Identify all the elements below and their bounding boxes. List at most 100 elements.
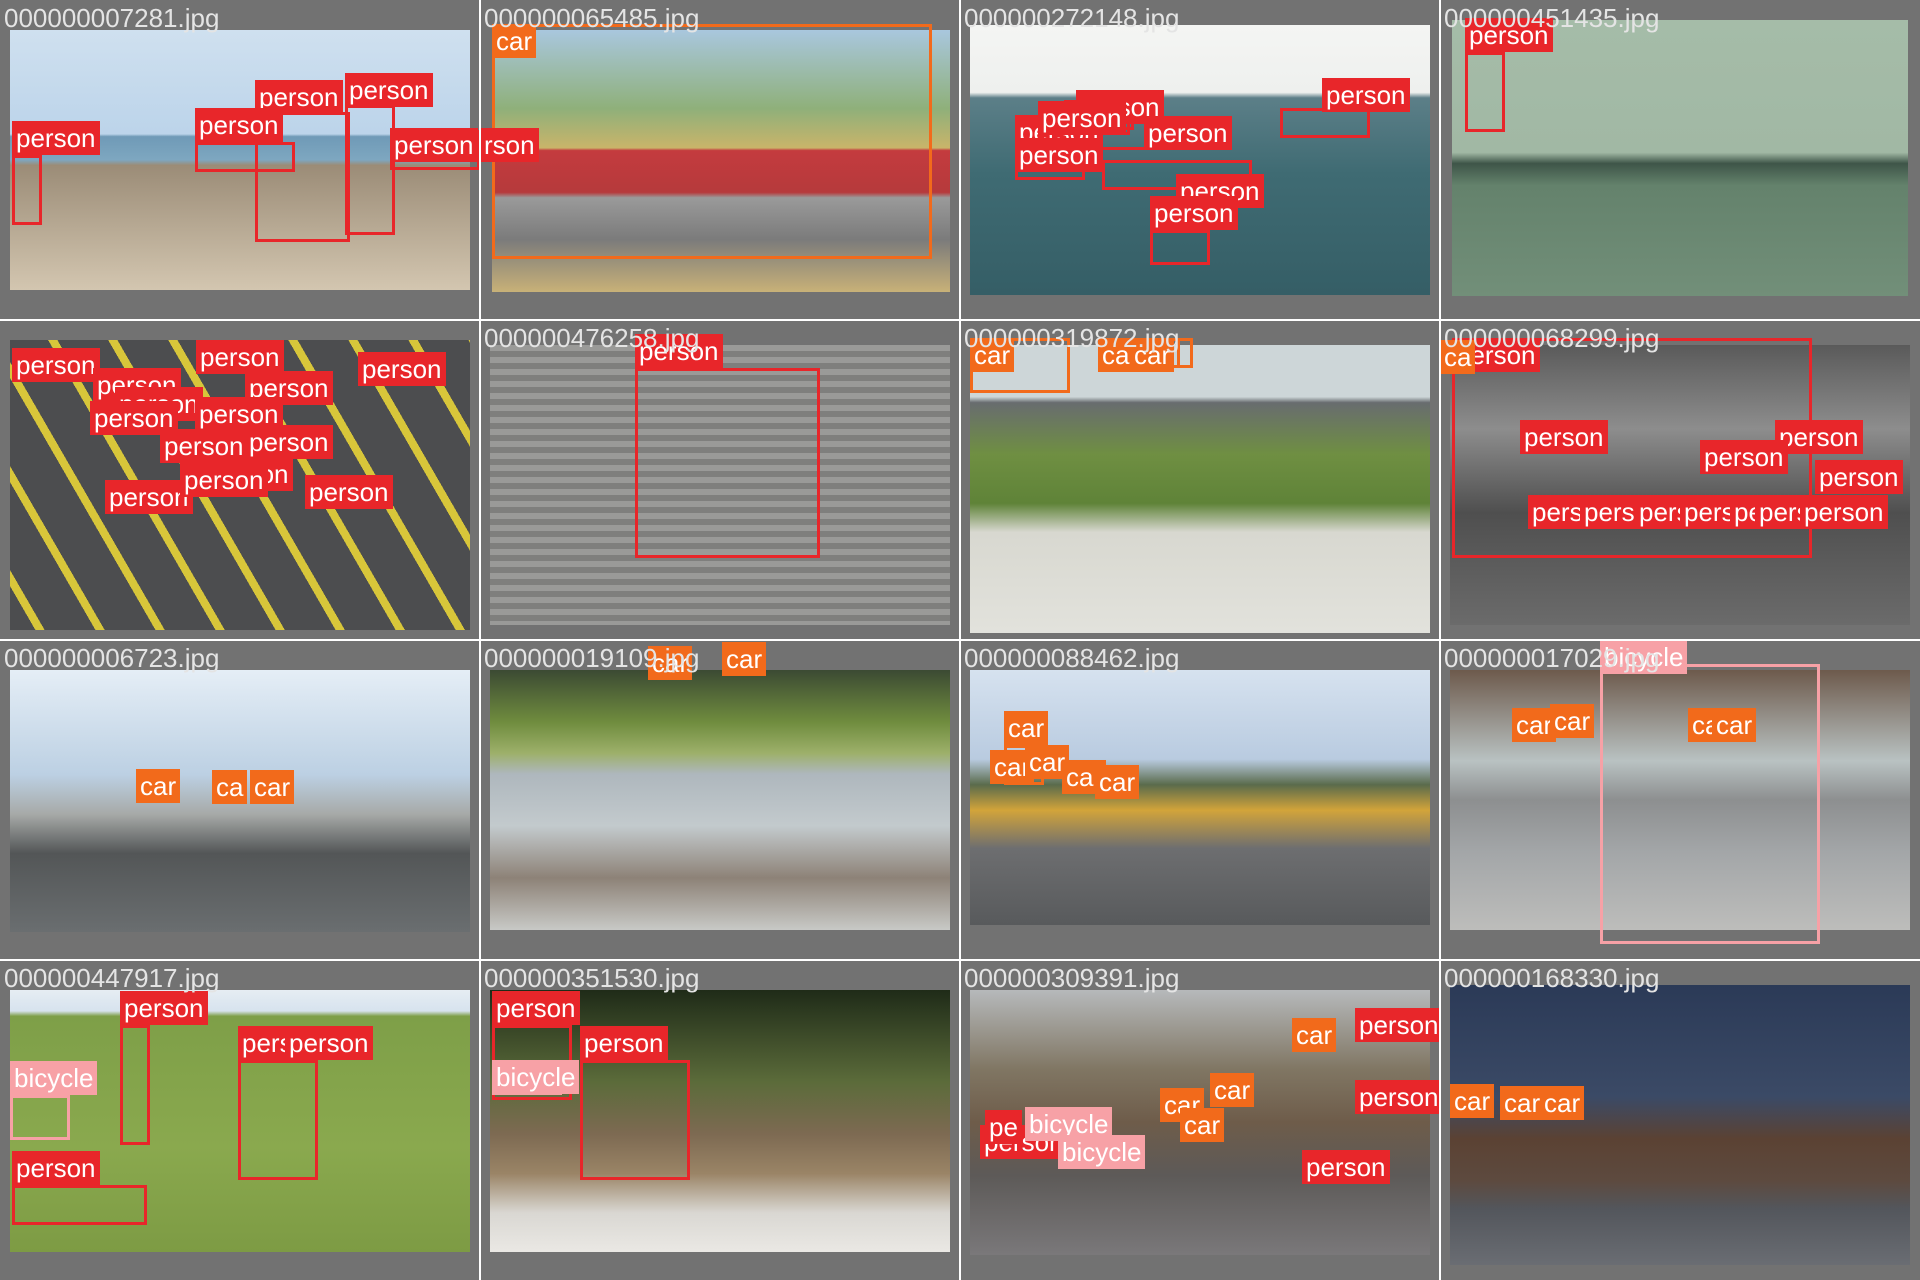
filename-label: 000000068299.jpg <box>1444 323 1660 353</box>
detection-label: car <box>1130 338 1175 372</box>
detection-label: pe <box>985 1110 1022 1144</box>
detection-label: person <box>1015 138 1103 172</box>
image-tile: 000000272148.jpg person person person person… <box>960 0 1440 320</box>
clock-photo <box>1450 985 1910 1265</box>
detection-label: car <box>1210 1073 1255 1107</box>
detection-label: person <box>1355 1008 1440 1042</box>
image-tile: 000000065485.jpg car rson <box>480 0 960 320</box>
filename-label: 000000272148.jpg <box>964 3 1180 33</box>
image-tile: 000000447917.jpg person person person bicycl… <box>0 960 480 1280</box>
detection-label: person <box>1800 495 1888 529</box>
detection-label: car <box>1095 765 1140 799</box>
detection-label: bicycle <box>1058 1135 1146 1169</box>
grid-divider <box>0 639 1920 641</box>
bounding-box <box>1465 52 1505 132</box>
detection-label: person <box>1520 420 1608 454</box>
detection-label: person <box>12 1151 100 1185</box>
filename-label: 000000007281.jpg <box>4 3 220 33</box>
image-tile: 000000168330.jpg car car car <box>1440 960 1920 1280</box>
bounding-box <box>492 24 932 259</box>
skater-photo <box>490 345 950 625</box>
filename-label: 000000351530.jpg <box>484 963 700 993</box>
detection-label: person <box>390 128 478 162</box>
chairs-photo <box>490 990 950 1252</box>
detection-label: car <box>1712 708 1757 742</box>
bounding-box <box>195 142 295 172</box>
bounding-box <box>635 368 820 558</box>
detection-label: car <box>722 642 767 676</box>
detection-label: car <box>250 770 295 804</box>
detection-label: person <box>12 348 100 382</box>
detection-label: person <box>195 397 283 431</box>
car-photo <box>492 30 950 292</box>
bounding-box <box>12 1185 147 1225</box>
detection-label: person <box>180 463 268 497</box>
detection-label: rson <box>480 128 539 162</box>
filename-label: 000000019109.jpg <box>484 643 700 673</box>
filename-label: 000000319872.jpg <box>964 323 1180 353</box>
detection-label: car <box>1540 1086 1585 1120</box>
detection-label: car <box>648 646 693 680</box>
grid-divider <box>0 959 1920 961</box>
detection-label: person <box>285 1026 373 1060</box>
bounding-box <box>238 1060 318 1180</box>
filename-label: 000000065485.jpg <box>484 3 700 33</box>
detection-label: person <box>345 73 433 107</box>
image-tile: 000000309391.jpg person car person car car bic… <box>960 960 1440 1280</box>
detection-label: person <box>1355 1080 1440 1114</box>
detection-label: person <box>492 991 580 1025</box>
image-tile: 000000007281.jpg person person person person… <box>0 0 480 320</box>
detection-label: bicycle <box>1025 1107 1113 1141</box>
detection-label: person <box>196 340 284 374</box>
bench-photo <box>970 345 1430 633</box>
bounding-box <box>12 155 42 225</box>
filename-label: 000000476258.jpg <box>484 323 700 353</box>
bus-photo <box>970 670 1430 925</box>
detection-label: person <box>1775 420 1863 454</box>
detection-label: person <box>1144 116 1232 150</box>
image-tile: 000000068299.jpg person person person person… <box>1440 320 1920 640</box>
detection-label: bicycle <box>10 1061 98 1095</box>
detection-label: car <box>1500 1086 1545 1120</box>
filename-label: 000000017029.jpg <box>1444 643 1660 673</box>
filename-label: 000000168330.jpg <box>1444 963 1660 993</box>
image-tile: 000000088462.jpg car car car car car <box>960 640 1440 960</box>
detection-label: car <box>1512 708 1557 742</box>
detection-label: car <box>1450 1084 1495 1118</box>
detection-label: person <box>120 991 208 1025</box>
detection-label: person <box>1038 101 1126 135</box>
detection-label: ca <box>212 770 248 804</box>
detection-label: person <box>1302 1150 1390 1184</box>
river-photo <box>490 670 950 930</box>
bounding-box <box>345 105 395 235</box>
detection-label: person <box>1465 18 1553 52</box>
detection-label: car <box>1004 711 1049 745</box>
filename-label: 000000447917.jpg <box>4 963 220 993</box>
image-tile: 000000006723.jpg car ca car <box>0 640 480 960</box>
detection-label: car <box>492 24 537 58</box>
detection-label: person <box>90 401 178 435</box>
detection-label: bicycle <box>1600 640 1688 674</box>
tennis-photo <box>1452 20 1908 296</box>
detection-label: car <box>1160 1088 1205 1122</box>
bounding-box <box>1150 230 1210 265</box>
grid-divider <box>0 319 1920 321</box>
detection-label: person <box>105 480 193 514</box>
detection-label: car <box>1025 745 1070 779</box>
detection-label: car <box>970 338 1015 372</box>
filename-label: 000000451435.jpg <box>1444 3 1660 33</box>
detection-label: person <box>1150 196 1238 230</box>
detection-label: person <box>12 121 100 155</box>
detection-label: ca <box>1440 340 1476 374</box>
detection-label: person <box>305 475 393 509</box>
detection-label: car <box>136 769 181 803</box>
bounding-box <box>1280 108 1370 138</box>
detection-label: person <box>580 1026 668 1060</box>
image-tile: person person person person person person pers… <box>0 320 480 640</box>
detection-label: bicycle <box>492 1060 580 1094</box>
detection-label: car <box>1550 704 1595 738</box>
bounding-box <box>1600 664 1820 944</box>
image-tile: 000000019109.jpg car car <box>480 640 960 960</box>
image-tile: 000000017029.jpg bicycle car car car car <box>1440 640 1920 960</box>
